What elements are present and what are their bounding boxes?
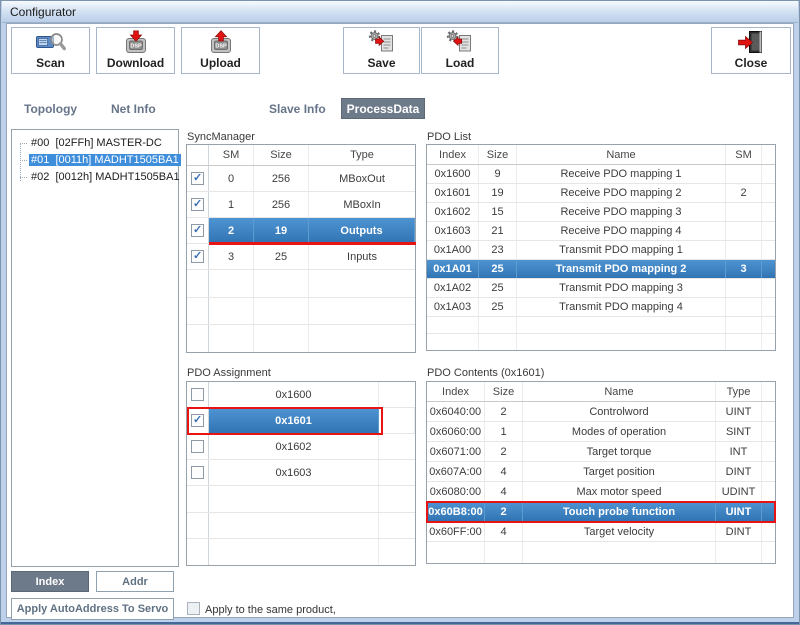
download-button[interactable]: DSP Download: [96, 27, 175, 74]
pdo-contents-row[interactable]: 0x60FF:00 4 Target velocity DINT: [427, 522, 775, 542]
save-button-label: Save: [367, 56, 396, 70]
load-button-label: Load: [445, 56, 475, 70]
tab-process-data-label: ProcessData: [346, 101, 420, 116]
pdo-contents-row[interactable]: 0x6071:00 2 Target torque INT: [427, 442, 775, 462]
pdo-assignment-row-selected[interactable]: 0x1601: [187, 407, 415, 435]
pdo-list-row[interactable]: 0x1A03 25 Transmit PDO mapping 4: [427, 298, 775, 317]
row-checkbox[interactable]: [191, 414, 204, 427]
topology-tree[interactable]: #00 [02FFh] MASTER-DC #01 [0011h] MADHT1…: [11, 129, 181, 567]
syncmanager-table: SM Size Type 0 256 MBoxOut 1 256 MBoxIn …: [186, 144, 416, 353]
apply-autoaddress-button[interactable]: Apply AutoAddress To Servo: [11, 598, 174, 620]
pdo-assignment-row[interactable]: 0x1600: [187, 382, 415, 408]
apply-same-product-checkbox[interactable]: [187, 602, 200, 615]
close-exit-icon: [736, 29, 766, 56]
pdo-list-row[interactable]: 0x1602 15 Receive PDO mapping 3: [427, 203, 775, 222]
pdo-assignment-row[interactable]: 0x1602: [187, 434, 415, 460]
pdo-list-header-row: Index Size Name SM: [427, 145, 775, 165]
tab-net-info[interactable]: Net Info: [111, 102, 156, 116]
tab-process-data[interactable]: ProcessData: [341, 98, 425, 119]
row-checkbox[interactable]: [191, 466, 204, 479]
upload-button[interactable]: DSP Upload: [181, 27, 260, 74]
empty-row: [427, 542, 775, 563]
pdo-assignment-row[interactable]: 0x1603: [187, 460, 415, 486]
pdo-contents-table: Index Size Name Type 0x6040:00 2 Controlwo…: [426, 381, 776, 564]
row-checkbox[interactable]: [191, 224, 204, 237]
download-dsp-icon: DSP: [121, 29, 151, 56]
syncmanager-title: SyncManager: [187, 131, 255, 143]
pdo-contents-row[interactable]: 0x607A:00 4 Target position DINT: [427, 462, 775, 482]
pdo-assignment-title: PDO Assignment: [187, 367, 271, 379]
pdo-contents-row-selected[interactable]: 0x60B8:00 2 Touch probe function UINT: [426, 501, 776, 523]
pdo-list-row[interactable]: 0x1603 21 Receive PDO mapping 4: [427, 222, 775, 241]
pdo-contents-row[interactable]: 0x6080:00 4 Max motor speed UDINT: [427, 482, 775, 502]
syncmanager-header-row: SM Size Type: [187, 145, 415, 166]
syncmanager-row[interactable]: 0 256 MBoxOut: [187, 166, 415, 192]
download-button-label: Download: [106, 56, 165, 70]
load-button[interactable]: Load: [421, 27, 499, 74]
window-title: Configurator: [10, 5, 77, 19]
tab-topology[interactable]: Topology: [24, 102, 78, 116]
syncmanager-row[interactable]: 1 256 MBoxIn: [187, 192, 415, 218]
svg-text:DSP: DSP: [130, 44, 142, 50]
pdo-contents-header-row: Index Size Name Type: [427, 382, 775, 402]
row-checkbox[interactable]: [191, 250, 204, 263]
svg-text:DSP: DSP: [215, 44, 227, 50]
empty-row: [187, 539, 415, 566]
close-button-label: Close: [734, 56, 768, 70]
row-checkbox[interactable]: [191, 388, 204, 401]
empty-row: [187, 486, 415, 513]
syncmanager-row[interactable]: 3 25 Inputs: [187, 244, 415, 270]
empty-row: [187, 512, 415, 540]
empty-row: [427, 317, 775, 334]
empty-row: [427, 334, 775, 350]
empty-row: [187, 270, 415, 298]
row-checkbox[interactable]: [191, 440, 204, 453]
index-button[interactable]: Index: [11, 571, 89, 592]
pdo-list-row[interactable]: 0x1600 9 Receive PDO mapping 1: [427, 165, 775, 184]
pdo-contents-row[interactable]: 0x6040:00 2 Controlword UINT: [427, 402, 775, 422]
tree-item-slave-02[interactable]: #02 [0012h] MADHT1505BA1: [12, 169, 180, 186]
tab-slave-info[interactable]: Slave Info: [269, 102, 326, 116]
save-button[interactable]: Save: [343, 27, 420, 74]
tree-guide-line: [20, 143, 21, 181]
save-icon: [367, 29, 397, 56]
empty-row: [187, 325, 415, 353]
index-button-label: Index: [35, 575, 65, 588]
scan-icon: [35, 29, 66, 56]
red-underline: [209, 242, 416, 245]
pdo-contents-row[interactable]: 0x6060:00 1 Modes of operation SINT: [427, 422, 775, 442]
load-icon: [445, 29, 475, 56]
row-checkbox[interactable]: [191, 172, 204, 185]
addr-button[interactable]: Addr: [96, 571, 174, 592]
pdo-list-table: Index Size Name SM 0x1600 9 Receive PDO ma…: [426, 144, 776, 351]
pdo-list-row[interactable]: 0x1A02 25 Transmit PDO mapping 3: [427, 279, 775, 298]
pdo-list-row[interactable]: 0x1A00 23 Transmit PDO mapping 1: [427, 241, 775, 260]
pdo-list-title: PDO List: [427, 131, 472, 143]
apply-autoaddress-button-label: Apply AutoAddress To Servo: [16, 603, 169, 615]
addr-button-label: Addr: [122, 575, 148, 588]
pdo-contents-title: PDO Contents (0x1601): [427, 367, 545, 379]
title-bar[interactable]: Configurator: [2, 1, 798, 23]
scan-button-label: Scan: [36, 56, 65, 70]
apply-same-product-label: Apply to the same product,: [205, 604, 336, 616]
upload-button-label: Upload: [200, 56, 241, 70]
close-button[interactable]: Close: [711, 27, 791, 74]
row-checkbox[interactable]: [191, 198, 204, 211]
syncmanager-row-selected[interactable]: 2 19 Outputs: [187, 218, 416, 245]
scan-button[interactable]: Scan: [11, 27, 90, 74]
empty-row: [187, 297, 415, 326]
pdo-assignment-table: 0x1600 0x1601 0x1602 0x1603: [186, 381, 416, 566]
upload-dsp-icon: DSP: [206, 29, 236, 56]
tree-item-master[interactable]: #00 [02FFh] MASTER-DC: [12, 135, 178, 152]
tree-item-slave-01[interactable]: #01 [0011h] MADHT1505BA1: [12, 152, 181, 169]
